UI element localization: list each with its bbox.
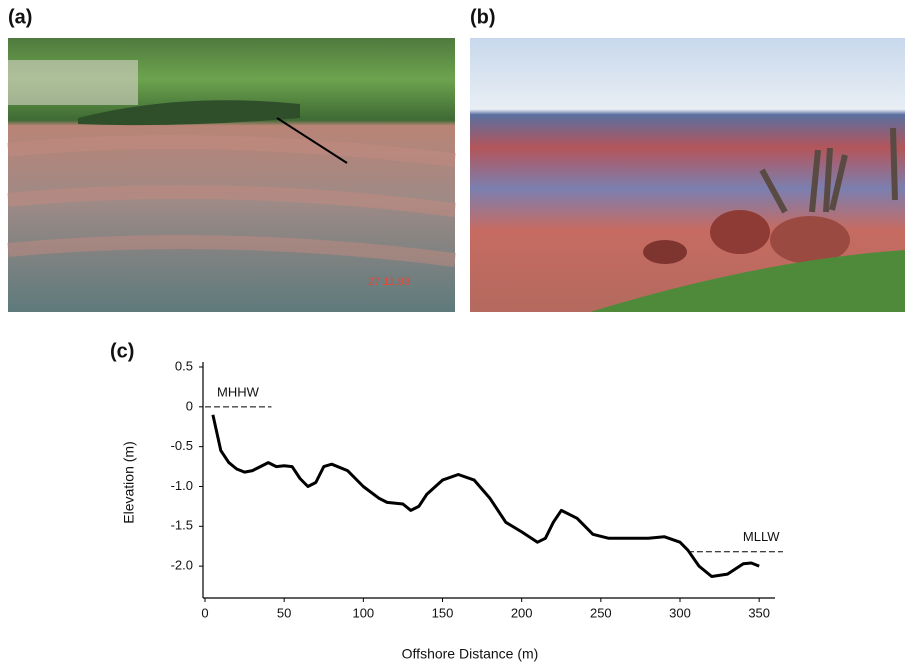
y-tick-label: -2.0 bbox=[171, 558, 193, 573]
x-tick-label: 100 bbox=[352, 605, 374, 620]
y-tick-label: 0.5 bbox=[175, 358, 193, 373]
panel-label: (c) bbox=[110, 340, 134, 362]
reference-label: MLLW bbox=[743, 529, 780, 544]
x-tick-label: 300 bbox=[669, 605, 691, 620]
data-line bbox=[211, 414, 760, 578]
y-tick-label: 0 bbox=[186, 398, 193, 413]
panel-label: (a) bbox=[8, 6, 32, 28]
y-tick-label: -1.0 bbox=[171, 478, 193, 493]
panel-label: (b) bbox=[470, 6, 496, 28]
x-tick-label: 200 bbox=[511, 605, 533, 620]
y-tick-label: -0.5 bbox=[171, 438, 193, 453]
photo-b bbox=[470, 38, 905, 312]
x-tick-label: 0 bbox=[201, 605, 208, 620]
y-axis-label: Elevation (m) bbox=[121, 441, 137, 523]
reference-label: MHHW bbox=[217, 384, 260, 399]
photo-stamp: 27.11.93 bbox=[368, 276, 410, 288]
x-tick-label: 250 bbox=[590, 605, 612, 620]
y-tick-label: -1.5 bbox=[171, 518, 193, 533]
photo-a: 27.11.93 bbox=[7, 38, 456, 312]
x-tick-label: 350 bbox=[748, 605, 770, 620]
x-tick-label: 150 bbox=[432, 605, 454, 620]
x-axis-label: Offshore Distance (m) bbox=[402, 646, 539, 662]
x-tick-label: 50 bbox=[277, 605, 291, 620]
